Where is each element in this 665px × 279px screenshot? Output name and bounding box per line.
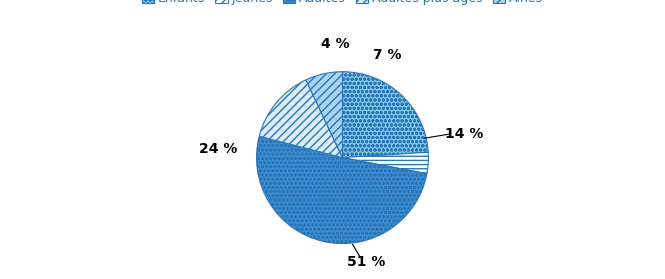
Wedge shape (306, 72, 342, 158)
Wedge shape (342, 72, 428, 158)
Wedge shape (342, 152, 428, 174)
Legend: Enfants, Jeunes, Adultes, Adultes plus âgés, Aînés: Enfants, Jeunes, Adultes, Adultes plus â… (142, 0, 543, 5)
Text: 14 %: 14 % (446, 127, 483, 141)
Text: 4 %: 4 % (321, 37, 350, 51)
Wedge shape (259, 80, 342, 158)
Text: 24 %: 24 % (199, 142, 237, 156)
Wedge shape (257, 136, 427, 244)
Text: 7 %: 7 % (373, 47, 402, 61)
Text: 51 %: 51 % (347, 256, 386, 270)
